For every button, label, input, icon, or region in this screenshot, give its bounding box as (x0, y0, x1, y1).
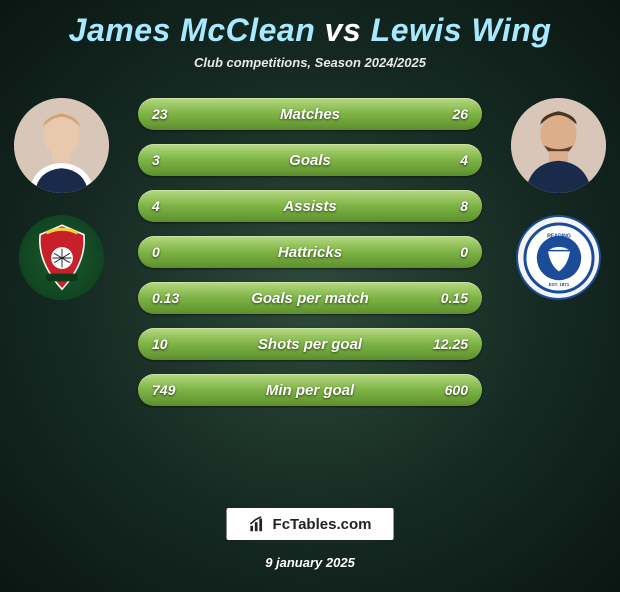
stat-value-right: 0.15 (441, 290, 468, 306)
stat-label: Matches (280, 106, 340, 123)
stat-value-left: 0.13 (152, 290, 179, 306)
player2-club-crest: READING EST. 1871 (516, 215, 601, 300)
vs-separator: vs (325, 12, 362, 48)
player1-name: James McClean (69, 12, 316, 48)
stat-value-right: 26 (452, 106, 468, 122)
stat-value-left: 3 (152, 152, 160, 168)
footer-badge: FcTables.com (227, 508, 394, 540)
date-label: 9 january 2025 (0, 555, 620, 570)
stat-row: 0 Hattricks 0 (138, 236, 482, 268)
stat-label: Goals (289, 152, 331, 169)
subtitle: Club competitions, Season 2024/2025 (0, 55, 620, 70)
stat-row: 0.13 Goals per match 0.15 (138, 282, 482, 314)
stat-value-left: 4 (152, 198, 160, 214)
comparison-content: 23 Matches 26 3 Goals 4 4 Assists 8 0 Hattricks 0 0.… (0, 98, 620, 406)
player2-name: Lewis Wing (371, 12, 552, 48)
stat-value-left: 10 (152, 336, 168, 352)
stats-table: 23 Matches 26 3 Goals 4 4 Assists 8 0 Hattricks 0 0.… (138, 98, 482, 406)
stat-value-left: 749 (152, 382, 175, 398)
stat-value-left: 0 (152, 244, 160, 260)
stat-row: 10 Shots per goal 12.25 (138, 328, 482, 360)
stat-row: 749 Min per goal 600 (138, 374, 482, 406)
stat-label: Min per goal (266, 382, 354, 399)
stat-row: 4 Assists 8 (138, 190, 482, 222)
stat-value-right: 0 (460, 244, 468, 260)
stat-value-right: 8 (460, 198, 468, 214)
footer-site-name: FcTables.com (273, 516, 372, 533)
chart-icon (249, 515, 267, 533)
stat-value-right: 600 (445, 382, 468, 398)
stat-value-left: 23 (152, 106, 168, 122)
player1-column (14, 98, 109, 300)
stat-label: Assists (283, 198, 336, 215)
stat-label: Shots per goal (258, 336, 362, 353)
svg-text:EST. 1871: EST. 1871 (548, 282, 569, 287)
stat-row: 23 Matches 26 (138, 98, 482, 130)
player1-club-crest (19, 215, 104, 300)
player2-avatar (511, 98, 606, 193)
stat-label: Goals per match (251, 290, 369, 307)
stat-value-right: 4 (460, 152, 468, 168)
page-title: James McClean vs Lewis Wing (0, 12, 620, 49)
player2-column: READING EST. 1871 (511, 98, 606, 300)
stat-label: Hattricks (278, 244, 342, 261)
stat-row: 3 Goals 4 (138, 144, 482, 176)
svg-text:READING: READING (547, 233, 571, 239)
stat-value-right: 12.25 (433, 336, 468, 352)
player1-avatar (14, 98, 109, 193)
